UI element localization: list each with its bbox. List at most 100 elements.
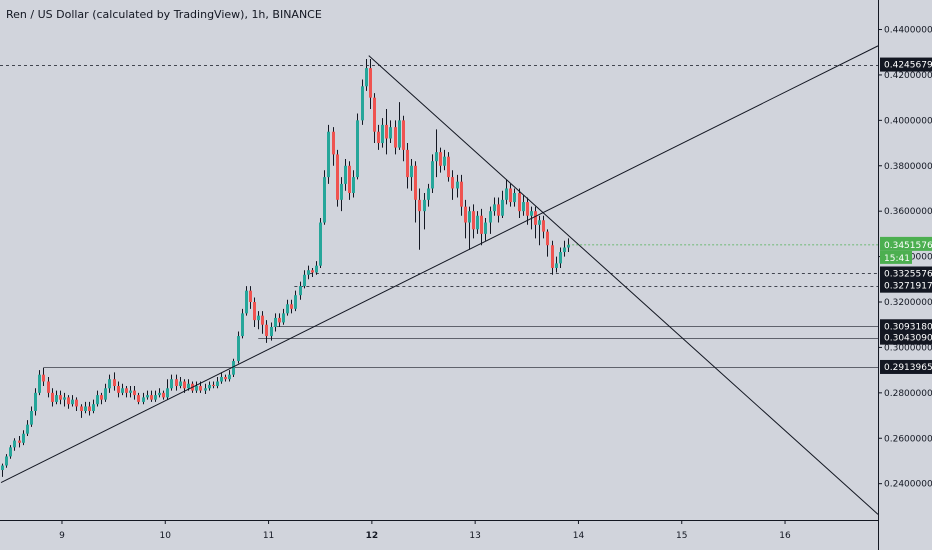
candle-body: [323, 177, 326, 223]
candle-body: [216, 381, 219, 387]
x-tick-label: 12: [366, 531, 379, 541]
candle-body: [468, 211, 471, 223]
candle-body: [451, 177, 454, 189]
candle-body: [117, 386, 120, 393]
candle-body: [327, 131, 330, 178]
candle-body: [447, 156, 450, 178]
candle-body: [146, 395, 149, 398]
candle-body: [518, 193, 521, 212]
candle-body: [348, 165, 351, 194]
candle-body: [319, 222, 322, 266]
candle-body: [59, 395, 62, 400]
candle-body: [480, 215, 483, 234]
candle-body: [13, 440, 16, 448]
candle-body: [55, 395, 58, 402]
candle-body: [51, 392, 54, 402]
candle-body: [84, 406, 87, 412]
candle-body: [290, 304, 293, 309]
candle-body: [484, 222, 487, 234]
candle-body: [195, 386, 198, 391]
candle-body: [199, 386, 202, 391]
candle-body: [307, 270, 310, 275]
candle-body: [509, 188, 512, 203]
price-level-label-bg: [880, 359, 932, 374]
candle-body: [108, 379, 111, 389]
candle-body: [96, 395, 99, 405]
candle-body: [340, 183, 343, 200]
price-level-label-text: 0.42456799: [884, 61, 932, 71]
candle-body: [294, 295, 297, 309]
candle-body: [344, 165, 347, 184]
price-level-label-bg: [880, 278, 932, 293]
candle-body: [381, 124, 384, 144]
candle-body: [522, 202, 525, 212]
candle-body: [47, 381, 50, 393]
candle-body: [299, 286, 302, 296]
candle-body: [142, 397, 145, 402]
candle-body: [435, 152, 438, 162]
candle-body: [80, 406, 83, 412]
y-tick-label: 0.44000000: [884, 26, 932, 36]
candle-body: [187, 383, 190, 389]
candle-body: [253, 302, 256, 321]
candle-body: [241, 313, 244, 337]
x-tick-label: 14: [573, 531, 585, 541]
candle-body: [129, 390, 132, 393]
price-level-label: 0.29139656: [880, 359, 932, 374]
candle-body: [493, 204, 496, 212]
candle-body: [311, 270, 314, 273]
x-tick-label: 10: [160, 531, 172, 541]
candle-body: [389, 127, 392, 139]
candle-body: [332, 131, 335, 155]
x-tick-label: 9: [59, 531, 65, 541]
candle-body: [71, 399, 74, 405]
candle-body: [476, 215, 479, 230]
candle-body: [232, 361, 235, 375]
candle-body: [237, 336, 240, 362]
candle-body: [501, 199, 504, 216]
candle-body: [497, 204, 500, 216]
candle-body: [373, 97, 376, 132]
candle-body: [431, 161, 434, 189]
candle-body: [67, 397, 70, 405]
candle-body: [406, 149, 409, 178]
candle-body: [228, 374, 231, 380]
candle-body: [530, 211, 533, 216]
price-level-label: 0.30931801: [880, 319, 932, 334]
price-level-label-text: 0.30931801: [884, 322, 932, 332]
candle-body: [464, 206, 467, 223]
candle-body: [38, 374, 41, 393]
candle-body: [158, 392, 161, 396]
candle-body: [489, 211, 492, 223]
candle-body: [18, 440, 21, 443]
candle-body: [402, 120, 405, 150]
candle-body: [42, 374, 45, 382]
candle-body: [427, 188, 430, 200]
candle-body: [265, 324, 268, 337]
price-level-label-text: 0.29139656: [884, 363, 932, 373]
x-tick-label: 13: [469, 531, 480, 541]
candle-body: [278, 317, 281, 323]
candle-body: [377, 131, 380, 144]
candle-body: [204, 388, 207, 391]
trendline: [0, 45, 879, 483]
candle-body: [563, 247, 566, 253]
candle-body: [472, 211, 475, 230]
last-price-label-bg: [880, 236, 932, 251]
price-level-label-bg: [880, 266, 932, 281]
candle-body: [274, 317, 277, 327]
price-level-label-bg: [880, 319, 932, 334]
candle-body: [249, 290, 252, 303]
candle-body: [369, 68, 372, 98]
candle-body: [505, 188, 508, 200]
candle-body: [398, 120, 401, 148]
